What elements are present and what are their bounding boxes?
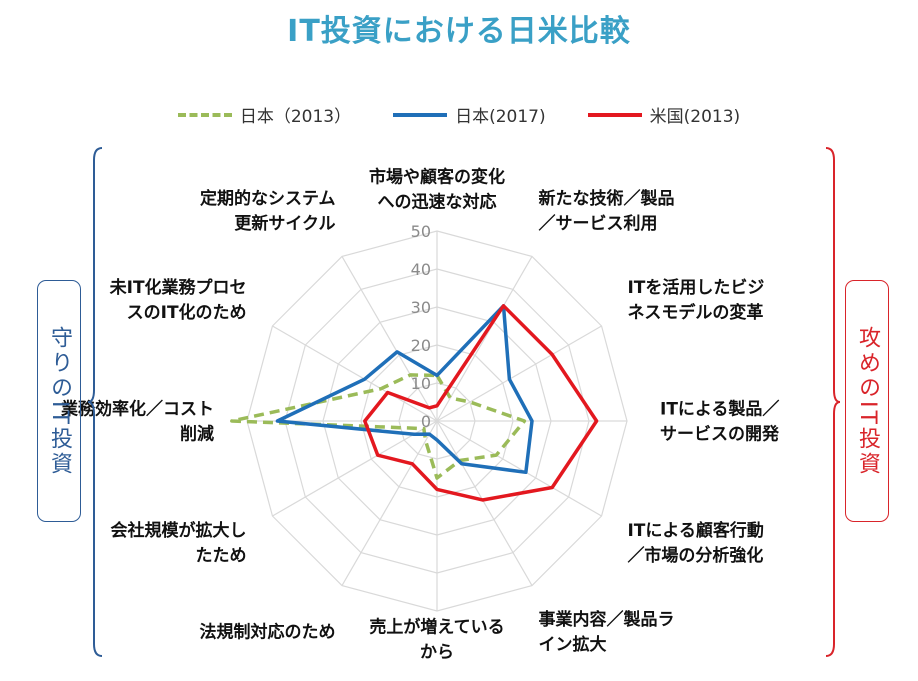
grid-spoke-4 [436,420,602,517]
axis-label-5-line-0: 事業内容／製品ラ [539,609,675,630]
legend: 日本（2013） 日本(2017) 米国(2013) [0,102,918,127]
grid-spoke-11 [341,256,438,422]
axis-label-6-line-1: から [420,643,454,663]
legend-swatch-japan-2013 [177,112,232,117]
axis-label-3-line-1: サービスの開発 [660,424,780,445]
axis-label-9-line-1: 削減 [180,424,214,445]
axis-label-3: ITによる製品／ サービスの開発 [660,399,780,445]
axis-label-0: 市場や顧客の変化への迅速な対応 [369,167,505,213]
axis-label-7-line-0: 法規制対応のため [200,621,336,642]
tick-label-40: 40 [411,260,431,279]
axis-label-1: 新たな技術／製品 ／サービス利用 [539,188,675,234]
axis-label-11-line-1: 更新サイクル [234,213,335,234]
tick-label-50: 50 [411,222,431,241]
chart-title: IT投資における日米比較 [287,14,631,49]
series-line-2 [363,304,599,502]
axis-label-10: 未IT化業務プロセスのIT化のため [109,277,247,323]
grid-spoke-1 [436,256,533,422]
legend-label-japan-2013: 日本（2013） [239,107,352,127]
grid-spoke-5 [436,420,533,586]
tick-label-30: 30 [411,298,431,317]
axis-label-2: ITを活用したビジネスモデルの変革 [627,277,764,323]
legend-label-us-2013: 米国(2013) [649,107,741,127]
axis-label-2-line-1: ネスモデルの変革 [627,302,763,323]
axis-label-6: 売上が増えているから [369,617,504,663]
axis-label-9: 業務効率化／コスト削減 [61,399,214,445]
axis-label-3-line-0: ITによる製品／ [660,399,779,420]
left-brace [87,147,103,657]
axis-label-8-line-1: たため [196,546,247,566]
legend-item-japan-2017: 日本(2017) [393,102,546,127]
grid-spoke-7 [341,420,438,586]
axis-label-11: 定期的なシステム更新サイクル [200,188,336,234]
legend-swatch-us-2013 [587,112,642,117]
axis-label-1-line-0: 新たな技術／製品 [539,188,675,209]
axis-label-0-line-1: への迅速な対応 [378,192,497,213]
tick-label-10: 10 [411,374,431,393]
axis-label-4-line-1: ／市場の分析強化 [627,545,763,566]
legend-item-us-2013: 米国(2013) [587,102,741,127]
axis-label-7: 法規制対応のため [200,621,336,642]
offensive-it-label: 攻めのIT投資 [845,280,889,522]
axis-label-4: ITによる顧客行動 ／市場の分析強化 [627,520,763,566]
axis-label-5-line-1: イン拡大 [539,634,607,655]
grid-spoke-10 [272,325,438,422]
axis-label-0-line-0: 市場や顧客の変化 [369,167,505,188]
axis-label-6-line-0: 売上が増えている [369,617,504,638]
axis-label-10-line-1: スのIT化のため [127,302,247,323]
tick-label-0: 0 [421,412,431,431]
right-brace [825,147,841,657]
grid-spoke-2 [436,325,602,422]
tick-label-20: 20 [411,336,431,355]
axis-label-9-line-0: 業務効率化／コスト [61,399,214,420]
axis-label-11-line-0: 定期的なシステム [200,188,336,209]
legend-swatch-japan-2017 [393,112,448,117]
axis-label-8-line-0: 会社規模が拡大し [111,520,247,541]
axis-label-2-line-0: ITを活用したビジ [627,277,764,298]
legend-item-japan-2013: 日本（2013） [177,102,352,127]
defensive-it-label: 守りのIT投資 [37,280,81,522]
series-line-0 [230,373,527,480]
legend-label-japan-2017: 日本(2017) [455,107,546,127]
axis-label-8: 会社規模が拡大したため [111,520,247,566]
axis-label-4-line-0: ITによる顧客行動 [627,520,763,541]
axis-label-1-line-1: ／サービス利用 [539,213,658,234]
series-line-1 [275,304,534,475]
axis-label-10-line-0: 未IT化業務プロセ [109,277,247,298]
grid-spoke-8 [272,420,438,517]
axis-label-5: 事業内容／製品ライン拡大 [539,609,675,655]
